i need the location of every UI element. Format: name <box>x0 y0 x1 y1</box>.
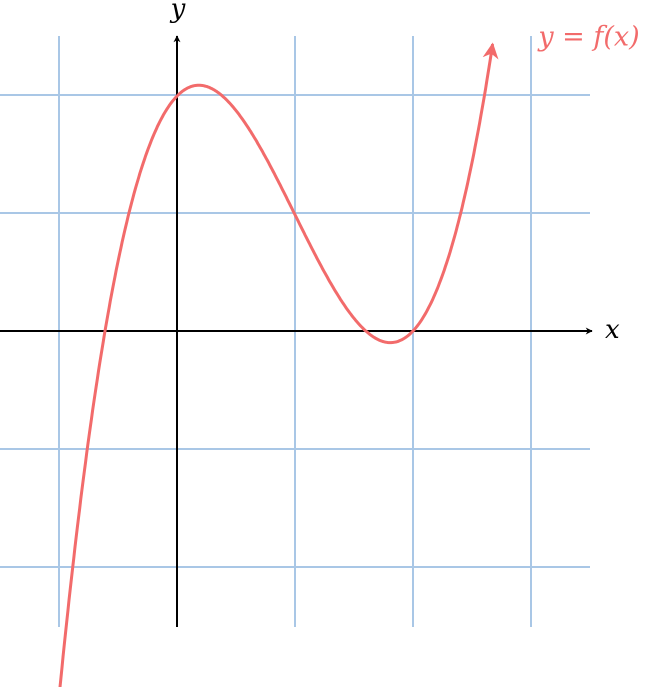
y-axis-label: y <box>170 0 186 24</box>
curve <box>50 42 499 687</box>
x-axis-label: x <box>605 315 620 345</box>
curve-label: y = f(x) <box>537 22 639 53</box>
